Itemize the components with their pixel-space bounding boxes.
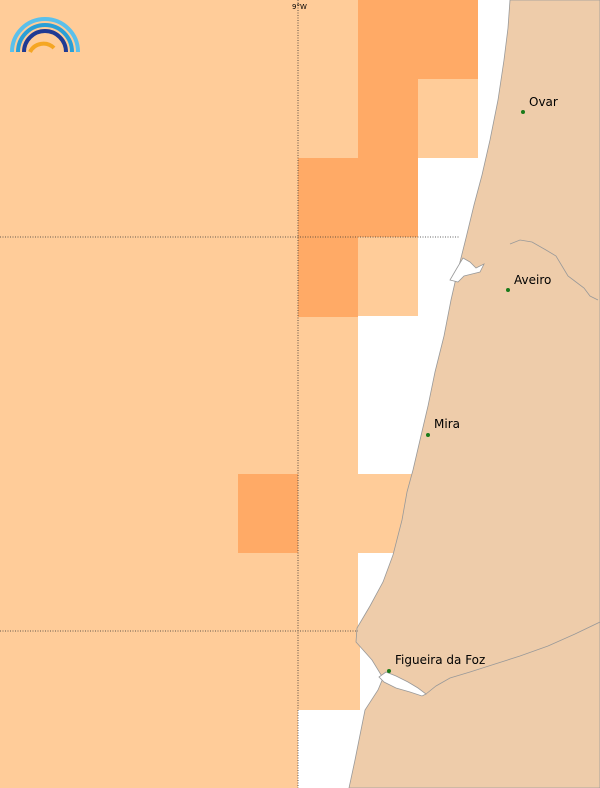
city-dot bbox=[426, 433, 430, 437]
city-label: Figueira da Foz bbox=[395, 653, 485, 667]
grid-cell bbox=[418, 79, 478, 159]
grid-cell bbox=[358, 237, 418, 317]
city-dot bbox=[506, 288, 510, 292]
longitude-label: 9°W bbox=[292, 3, 307, 11]
grid-cell bbox=[238, 474, 298, 553]
city-label: Ovar bbox=[529, 95, 558, 109]
city-ovar[interactable]: Ovar bbox=[521, 95, 558, 114]
grid-cell bbox=[358, 79, 418, 159]
grid-cell bbox=[298, 158, 418, 238]
city-dot bbox=[521, 110, 525, 114]
city-dot bbox=[387, 669, 391, 673]
grid-cell bbox=[0, 0, 360, 788]
city-label: Mira bbox=[434, 417, 460, 431]
land-area bbox=[348, 0, 600, 788]
city-figueira-da-foz[interactable]: Figueira da Foz bbox=[387, 653, 485, 673]
graticule bbox=[0, 0, 460, 788]
city-mira[interactable]: Mira bbox=[426, 417, 460, 437]
city-label: Aveiro bbox=[514, 273, 551, 287]
city-aveiro[interactable]: Aveiro bbox=[506, 273, 551, 292]
river-line bbox=[509, 239, 599, 301]
grid-cell bbox=[358, 0, 478, 80]
grid-cell bbox=[298, 237, 358, 317]
aveiro-lagoon bbox=[449, 257, 485, 283]
rainbow-logo-icon bbox=[10, 17, 80, 54]
river-line bbox=[425, 621, 600, 695]
